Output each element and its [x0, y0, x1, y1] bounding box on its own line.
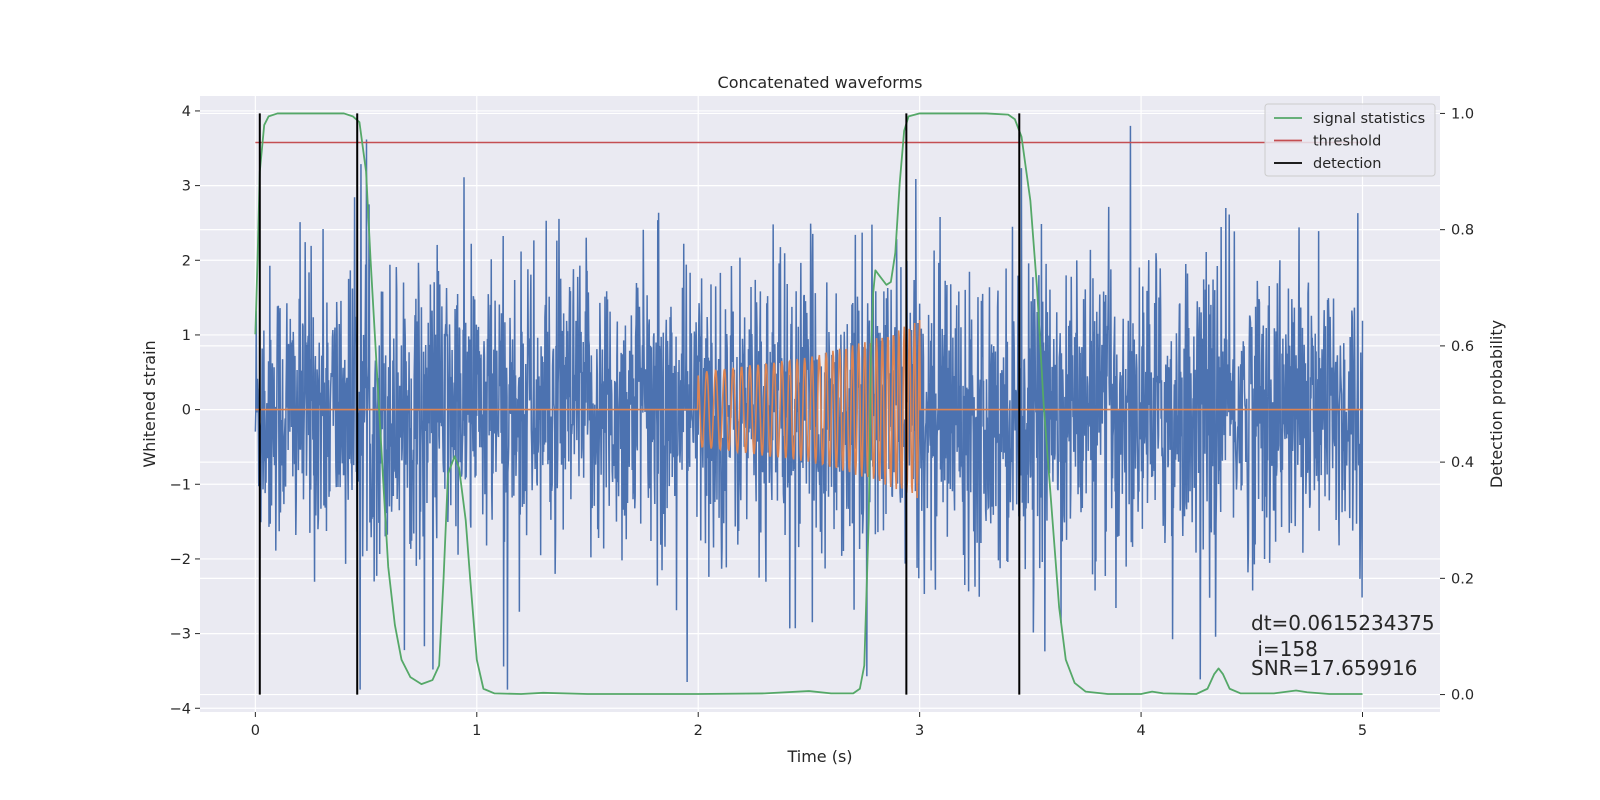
y-right-tick-label: 0.8 — [1451, 223, 1474, 239]
annotation-snr: SNR=17.659916 — [1251, 656, 1417, 680]
y-right-tick-label: 0.4 — [1451, 455, 1474, 471]
y-right-axis-label: Detection probability — [1487, 320, 1506, 488]
x-tick-label: 1 — [472, 723, 481, 739]
legend-label: detection — [1313, 156, 1381, 172]
x-tick-label: 4 — [1136, 723, 1145, 739]
noise-series — [254, 125, 1364, 690]
noise-line — [254, 125, 1364, 690]
annotation-index: i=158 — [1251, 637, 1318, 661]
x-tick-label: 3 — [915, 723, 924, 739]
x-axis-label: Time (s) — [786, 747, 852, 766]
y-tick-label: 1 — [182, 328, 191, 344]
y-right-tick-label: 0.2 — [1451, 571, 1474, 587]
probability-series — [254, 112, 1363, 695]
y-tick-label: 0 — [182, 403, 191, 419]
legend: signal statistics threshold detection — [1264, 103, 1436, 177]
legend-label: signal statistics — [1313, 111, 1425, 127]
signal-statistics-line — [254, 112, 1363, 695]
y-tick-label: −3 — [170, 627, 191, 643]
y-right-tick-label: 1.0 — [1451, 106, 1474, 122]
y-tick-label: −2 — [170, 552, 191, 568]
y-right-tick-label: 0.0 — [1451, 688, 1474, 704]
chirp-series — [255, 320, 1363, 499]
chart-title: Concatenated waveforms — [718, 73, 923, 92]
legend-label: threshold — [1313, 134, 1381, 150]
axes: 0 1 2 3 4 5 −4 −3 −2 −1 0 1 2 3 4 0.0 0.2 0.4 0.6 0.8 1.0 — [170, 104, 1474, 739]
y-tick-label: 3 — [182, 179, 191, 195]
y-tick-label: −4 — [170, 701, 191, 717]
chirp-line — [255, 320, 1363, 499]
x-tick-label: 2 — [694, 723, 703, 739]
annotation-dt: dt=0.0615234375 — [1251, 611, 1435, 635]
y-tick-label: 4 — [182, 104, 191, 120]
y-tick-label: 2 — [182, 253, 191, 269]
x-tick-label: 0 — [251, 723, 260, 739]
y-tick-label: −1 — [170, 477, 191, 493]
y-axis-label: Whitened strain — [140, 340, 159, 467]
x-tick-label: 5 — [1358, 723, 1367, 739]
legend-box — [1264, 103, 1436, 177]
y-right-tick-label: 0.6 — [1451, 339, 1474, 355]
